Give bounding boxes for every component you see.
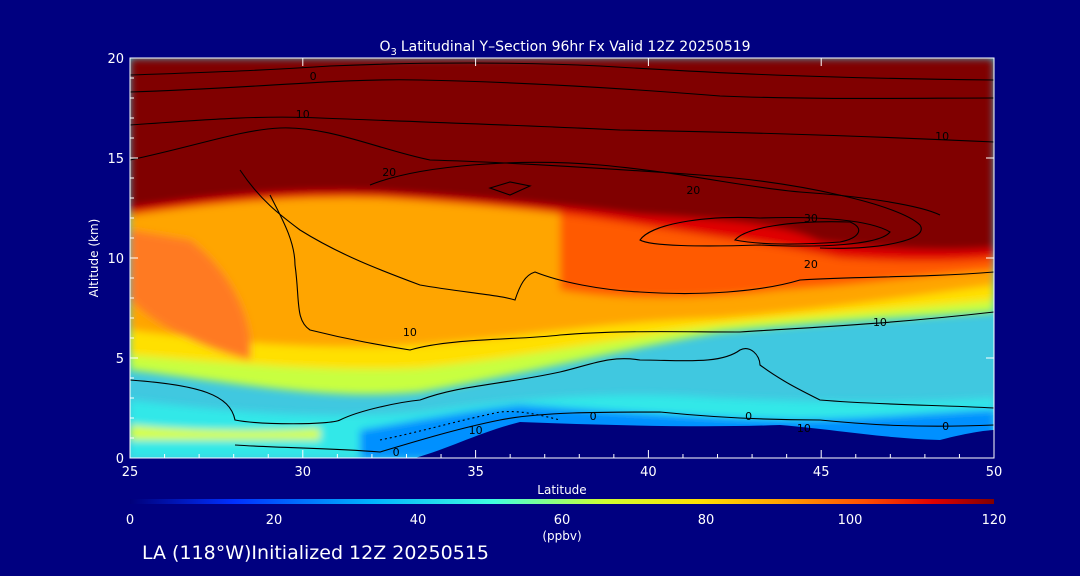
x-tick-label: 35 xyxy=(467,465,484,480)
colorbar-tick-label: 20 xyxy=(266,513,283,528)
colorbar xyxy=(130,499,994,504)
init-location-label: LA (118°W)Initialized 12Z 20250515 xyxy=(142,542,489,564)
colorbar-ticks: 0 20 40 60 80 100 120 xyxy=(126,513,1007,528)
colorbar-tick-label: 120 xyxy=(982,513,1007,528)
contour-line xyxy=(234,411,994,453)
contour-line xyxy=(488,181,532,196)
y-tick-label: 10 xyxy=(107,252,124,267)
colorbar-tick-label: 80 xyxy=(698,513,715,528)
colorbar-tick-label: 40 xyxy=(410,513,427,528)
title-rest: Latitudinal Y–Section 96hr Fx Valid 12Z … xyxy=(401,39,751,55)
contour-label: 20 xyxy=(804,258,818,271)
contour-label: 0 xyxy=(393,446,400,459)
band-stratosphere xyxy=(130,58,994,250)
contour-label: 0 xyxy=(745,410,752,423)
contour-label: 10 xyxy=(797,422,811,435)
contour-line xyxy=(130,79,994,100)
axes: 25 30 35 40 45 50 0 5 10 15 20 xyxy=(107,52,1002,480)
x-tick-label: 40 xyxy=(640,465,657,480)
colorbar-unit-label: (ppbv) xyxy=(542,529,581,543)
terrain xyxy=(130,422,994,458)
contour-line xyxy=(639,216,891,247)
contour-line xyxy=(379,411,561,441)
x-tick-label: 50 xyxy=(986,465,1003,480)
contour-label: 10 xyxy=(469,424,483,437)
band-yellow-surface xyxy=(130,425,320,440)
colorbar-tick-label: 100 xyxy=(838,513,863,528)
title-species: O xyxy=(379,39,390,55)
contour-line xyxy=(733,221,860,245)
x-axis-label: Latitude xyxy=(537,483,586,497)
contour-line xyxy=(130,116,994,143)
y-tick-label: 20 xyxy=(107,52,124,67)
band-dark-orange xyxy=(130,230,251,360)
contour-label: 30 xyxy=(804,212,818,225)
contour-label: 10 xyxy=(935,130,949,143)
y-tick-label: 15 xyxy=(107,152,124,167)
ozone-field: 0 10 20 20 10 30 20 10 10 0 0 10 0 10 0 xyxy=(130,58,994,459)
x-tick-label: 30 xyxy=(295,465,312,480)
y-tick-label: 0 xyxy=(116,452,124,467)
colorbar-tick-label: 60 xyxy=(554,513,571,528)
contour-label: 20 xyxy=(382,166,396,179)
x-tick-label: 25 xyxy=(122,465,139,480)
contour-line xyxy=(239,169,994,301)
y-tick-label: 5 xyxy=(116,352,124,367)
contour-label: 0 xyxy=(590,410,597,423)
contour-label: 10 xyxy=(873,316,887,329)
chart-title: O3 Latitudinal Y–Section 96hr Fx Valid 12… xyxy=(379,39,750,58)
contour-labels: 0 10 20 20 10 30 20 10 10 0 0 10 0 10 0 xyxy=(296,70,949,459)
contour-label: 10 xyxy=(403,326,417,339)
contour-line xyxy=(369,161,941,216)
contour-line xyxy=(269,194,994,351)
contour-label: 20 xyxy=(686,184,700,197)
contour-lines xyxy=(130,62,994,453)
contour-line xyxy=(130,62,994,81)
contour-line xyxy=(130,348,994,425)
contour-label: 0 xyxy=(310,70,317,83)
contour-label: 0 xyxy=(942,420,949,433)
colorbar-tick-label: 0 xyxy=(126,513,134,528)
y-axis-label: Altitude (km) xyxy=(87,219,101,298)
contour-label: 10 xyxy=(296,108,310,121)
title-species-subscript: 3 xyxy=(390,47,396,58)
x-tick-label: 45 xyxy=(813,465,830,480)
contour-line xyxy=(130,127,922,249)
